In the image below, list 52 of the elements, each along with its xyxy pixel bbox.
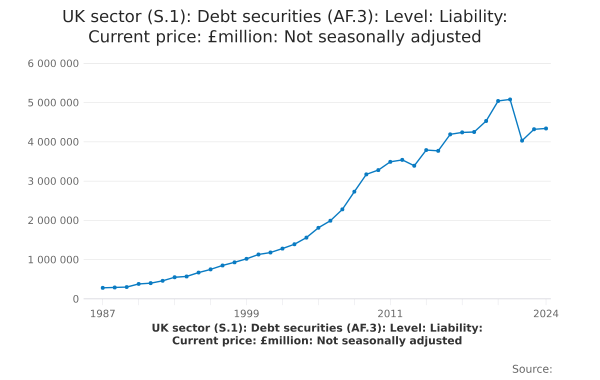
point (172, 275, 177, 280)
point (400, 158, 404, 162)
x-tick-label: 1999 (234, 310, 259, 318)
point (364, 172, 368, 176)
y-tick-label: 3 000 000 (28, 177, 78, 185)
point (304, 236, 308, 240)
point (124, 285, 129, 290)
point (448, 132, 452, 136)
point (196, 270, 201, 275)
point (184, 274, 189, 278)
point (256, 252, 260, 257)
point (316, 226, 320, 230)
point (136, 282, 141, 286)
point (472, 130, 476, 134)
point (280, 246, 284, 251)
y-tick-label: 1 000 000 (28, 256, 78, 264)
x-tick-label: 2011 (378, 310, 402, 318)
point (520, 138, 524, 143)
x-tick-label: 1987 (90, 310, 115, 318)
point (160, 278, 165, 283)
x-tick-label: 2024 (534, 310, 558, 318)
point (412, 164, 416, 168)
y-tick-label: 0 (73, 295, 78, 303)
point (508, 98, 512, 102)
point (292, 242, 296, 246)
x-axis-title: UK sector (S.1): Debt securities (AF.3): Level: Liability: Current price: £million: Not seasonally adjusted (152, 324, 482, 347)
point (208, 267, 213, 272)
chart-title: UK sector (S.1): Debt securities (AF.3): Level: Liability: Current price: £million: Not seasonally adjusted (64, 10, 506, 46)
y-tick-label: 4 000 000 (28, 138, 78, 146)
point (148, 281, 153, 286)
point (352, 190, 356, 194)
point (544, 126, 548, 131)
y-tick-label: 5 000 000 (28, 98, 78, 106)
point (436, 148, 440, 153)
point (388, 160, 392, 164)
point (376, 168, 380, 172)
point (496, 99, 500, 104)
point (328, 218, 332, 223)
point (424, 148, 428, 152)
y-tick-label: 2 000 000 (28, 216, 78, 224)
point (100, 286, 105, 290)
point (232, 260, 236, 264)
point (112, 286, 117, 290)
point (484, 119, 488, 124)
point (340, 207, 344, 212)
point (460, 130, 464, 134)
source-note: Source: (512, 364, 552, 373)
point (268, 250, 272, 255)
point (532, 127, 536, 132)
y-tick-label: 6 000 000 (28, 60, 78, 68)
point (244, 256, 248, 261)
point (220, 264, 225, 268)
